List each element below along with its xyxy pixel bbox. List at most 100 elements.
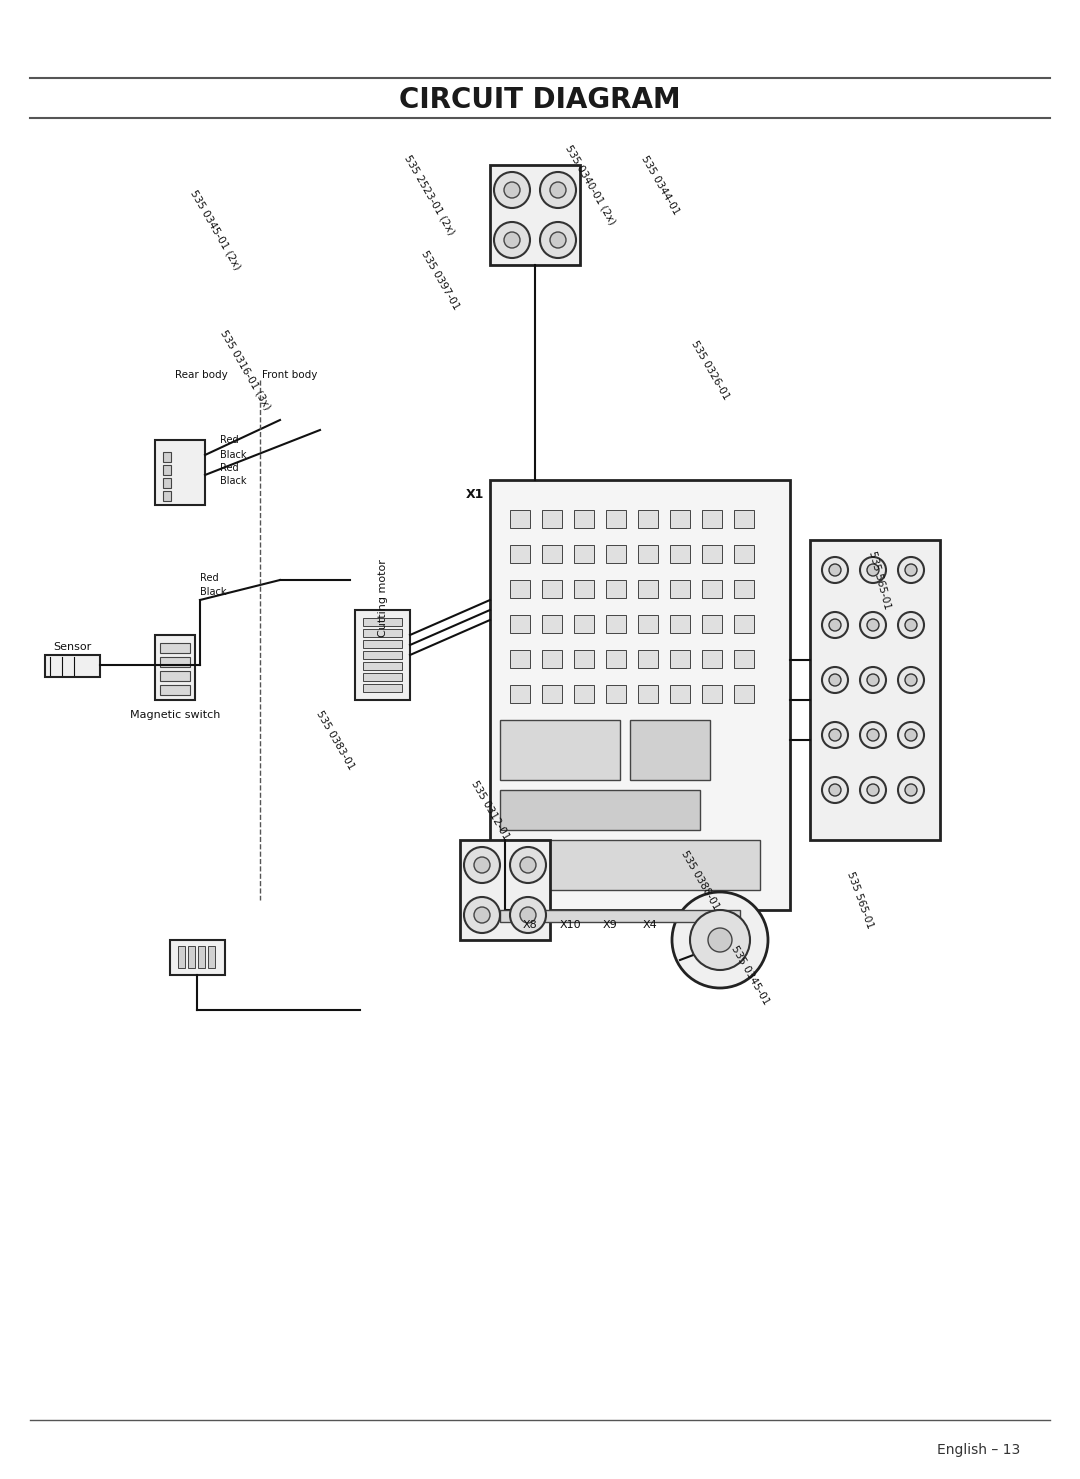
Circle shape (905, 784, 917, 796)
Circle shape (867, 620, 879, 632)
Bar (178, 947, 185, 967)
Circle shape (897, 722, 924, 748)
Bar (670, 649, 690, 669)
Text: Red: Red (200, 572, 218, 583)
Bar (734, 544, 754, 563)
Text: 535 2523-01 (2x): 535 2523-01 (2x) (403, 154, 457, 237)
Circle shape (829, 729, 841, 741)
Circle shape (464, 847, 500, 883)
Bar (702, 685, 723, 703)
Text: Sensor: Sensor (53, 642, 91, 652)
Bar (606, 685, 626, 703)
Bar (638, 649, 658, 669)
Bar (156, 634, 195, 700)
Text: Rear body: Rear body (175, 370, 228, 380)
Circle shape (708, 927, 732, 952)
Circle shape (494, 222, 530, 257)
Text: 535 0312-01: 535 0312-01 (469, 779, 511, 842)
Circle shape (897, 558, 924, 583)
Bar (45, 655, 100, 677)
Circle shape (690, 910, 750, 970)
Text: Red: Red (220, 435, 239, 445)
Bar (606, 544, 626, 563)
Bar (510, 615, 530, 633)
Bar (606, 649, 626, 669)
Bar (702, 510, 723, 528)
Circle shape (672, 892, 768, 988)
Text: 535 0388-01: 535 0388-01 (679, 849, 721, 911)
Circle shape (504, 182, 519, 198)
Bar (542, 544, 562, 563)
Circle shape (510, 896, 546, 933)
Text: 535 0326-01: 535 0326-01 (689, 339, 731, 401)
Bar (734, 649, 754, 669)
Circle shape (829, 784, 841, 796)
Bar (638, 580, 658, 598)
Bar (670, 580, 690, 598)
Circle shape (860, 558, 886, 583)
Circle shape (540, 222, 576, 257)
Bar (363, 618, 402, 626)
Bar (198, 947, 205, 967)
Bar (702, 580, 723, 598)
Bar (160, 685, 190, 695)
Bar (500, 720, 620, 779)
Circle shape (860, 722, 886, 748)
Circle shape (860, 667, 886, 694)
Bar (734, 685, 754, 703)
Bar (670, 510, 690, 528)
Bar (163, 453, 171, 461)
Circle shape (829, 674, 841, 686)
Bar (702, 544, 723, 563)
Circle shape (550, 182, 566, 198)
Circle shape (474, 856, 490, 873)
Bar (163, 464, 171, 475)
Bar (638, 685, 658, 703)
Bar (160, 643, 190, 654)
Circle shape (822, 776, 848, 803)
Text: Magnetic switch: Magnetic switch (130, 710, 220, 720)
Bar (460, 840, 550, 941)
Circle shape (867, 674, 879, 686)
Circle shape (905, 563, 917, 575)
Circle shape (905, 729, 917, 741)
Circle shape (867, 563, 879, 575)
Bar (363, 651, 402, 660)
Bar (638, 615, 658, 633)
Circle shape (464, 896, 500, 933)
Text: X4: X4 (643, 920, 658, 930)
Bar (702, 615, 723, 633)
Bar (363, 663, 402, 670)
Text: 535 0340-01 (2x): 535 0340-01 (2x) (563, 143, 617, 226)
Bar (163, 478, 171, 488)
Bar (630, 720, 710, 779)
Circle shape (540, 172, 576, 209)
Bar (490, 166, 580, 265)
Bar (510, 649, 530, 669)
Circle shape (519, 907, 536, 923)
Text: X10: X10 (559, 920, 581, 930)
Bar (606, 615, 626, 633)
Text: 535 0344-01: 535 0344-01 (639, 154, 680, 216)
Text: 535 565-01: 535 565-01 (845, 870, 875, 930)
Bar (510, 685, 530, 703)
Bar (510, 580, 530, 598)
Text: CIRCUIT DIAGRAM: CIRCUIT DIAGRAM (400, 86, 680, 114)
Bar (363, 629, 402, 637)
Circle shape (860, 612, 886, 637)
Bar (363, 673, 402, 680)
Circle shape (867, 729, 879, 741)
Bar (160, 671, 190, 680)
Text: Cutting motor: Cutting motor (378, 559, 388, 637)
Text: English – 13: English – 13 (936, 1444, 1020, 1457)
Bar (573, 649, 594, 669)
Circle shape (822, 558, 848, 583)
Text: X1: X1 (465, 488, 484, 501)
Circle shape (822, 612, 848, 637)
Bar (363, 640, 402, 648)
Bar (208, 947, 215, 967)
Text: 535 0316-01 (3x): 535 0316-01 (3x) (218, 328, 272, 411)
Text: 535 0345-01 (2x): 535 0345-01 (2x) (188, 188, 242, 272)
Circle shape (905, 674, 917, 686)
Text: Red: Red (220, 463, 239, 473)
